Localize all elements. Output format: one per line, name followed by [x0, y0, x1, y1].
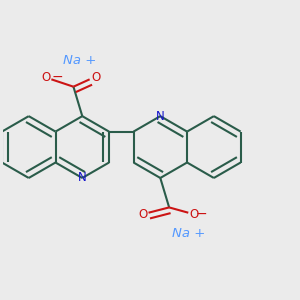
Text: Na +: Na + [63, 54, 96, 67]
Text: N: N [78, 172, 87, 184]
Text: N: N [156, 110, 165, 123]
Text: O: O [91, 71, 100, 84]
Text: −: − [52, 70, 64, 84]
Text: Na +: Na + [172, 227, 205, 240]
Text: −: − [196, 207, 208, 220]
Text: O: O [189, 208, 198, 221]
Text: O: O [138, 208, 147, 221]
Text: O: O [41, 71, 51, 84]
